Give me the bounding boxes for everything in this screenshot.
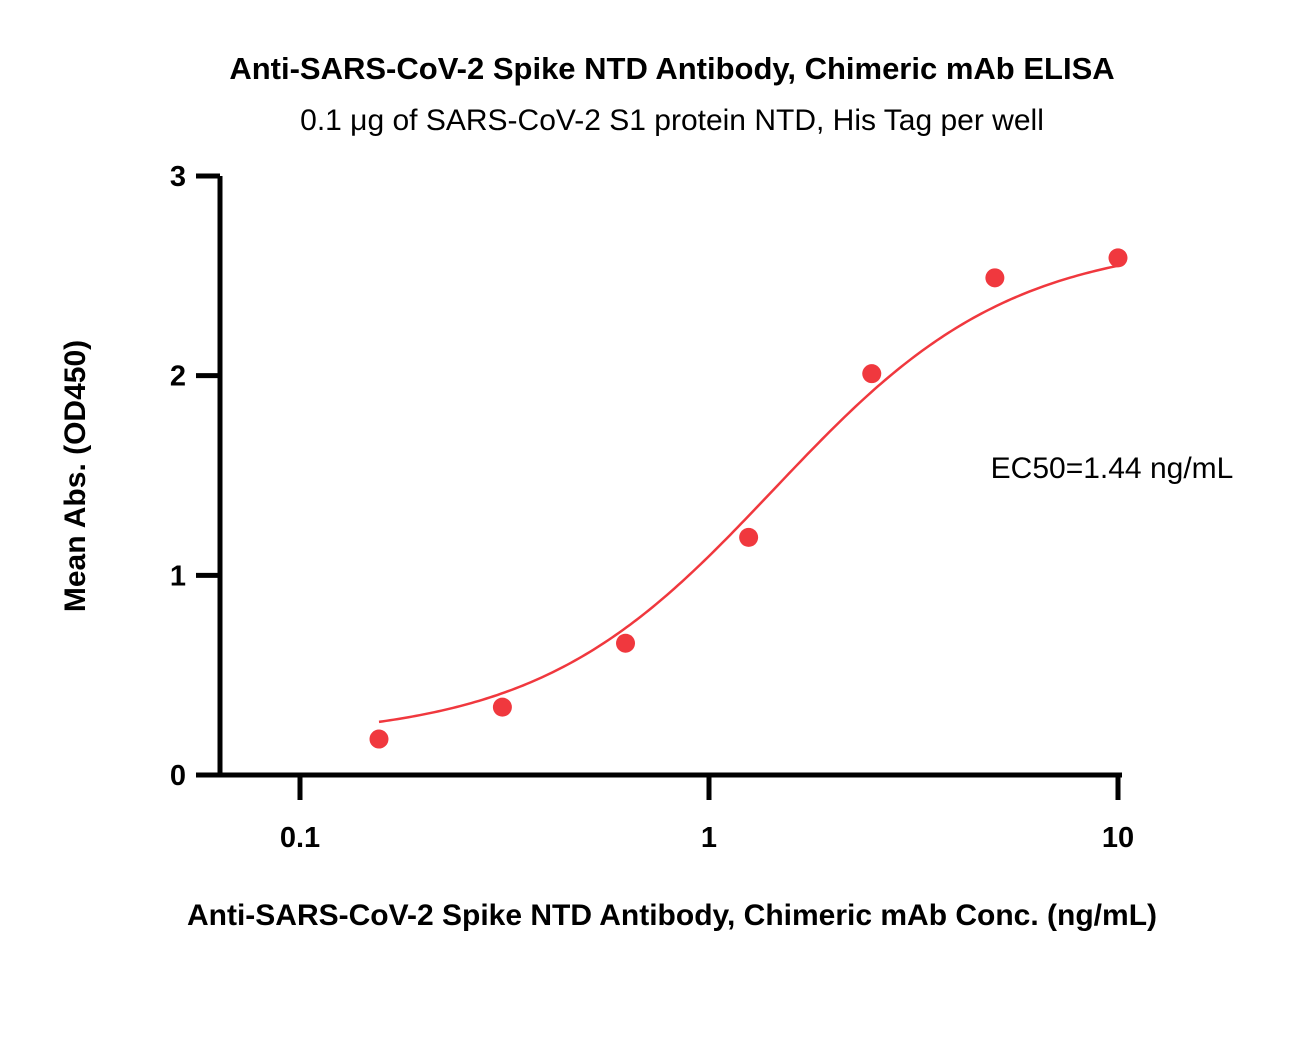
data-point [492,697,512,717]
x-tick-label: 0.1 [280,822,320,854]
chart-subtitle: 0.1 μg of SARS-CoV-2 S1 protein NTD, His… [300,104,1044,137]
fit-curve [378,264,1119,724]
y-axis-label: Mean Abs. (OD450) [59,340,92,612]
x-ticks: 0.1 1 10 [280,775,1134,854]
data-point [739,527,759,547]
data-points [369,248,1128,749]
data-point [369,729,389,749]
y-ticks: 0 1 2 3 [170,161,220,792]
y-tick-label: 2 [170,361,186,393]
y-tick-label: 3 [170,161,186,193]
data-point [862,364,882,384]
x-tick-label: 1 [701,822,717,854]
y-tick-label: 1 [170,560,186,592]
data-point [985,268,1005,288]
chart-title: Anti-SARS-CoV-2 Spike NTD Antibody, Chim… [229,51,1114,86]
axes [196,176,1122,778]
data-point [1108,248,1128,268]
y-tick-label: 0 [170,760,186,792]
x-axis-label: Anti-SARS-CoV-2 Spike NTD Antibody, Chim… [187,899,1157,932]
ec50-annotation: EC50=1.44 ng/mL [991,452,1234,485]
x-tick-label: 10 [1102,822,1134,854]
data-point [616,633,636,653]
